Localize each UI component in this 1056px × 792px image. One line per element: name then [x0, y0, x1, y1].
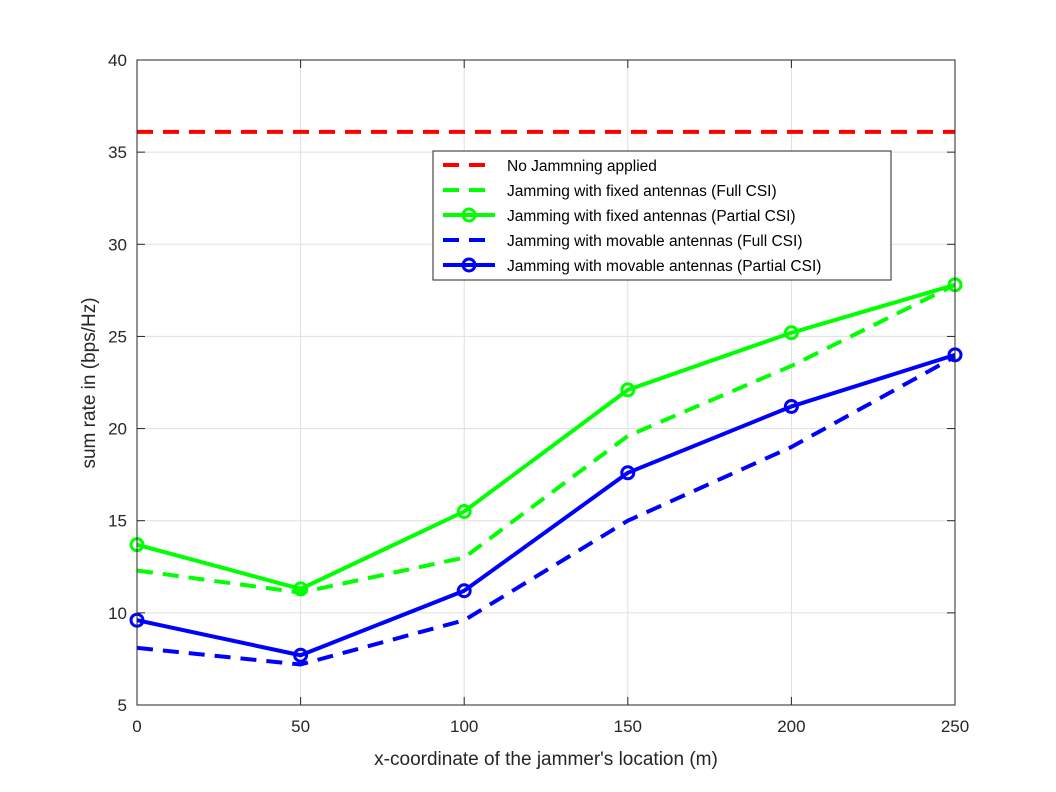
x-tick-label: 100: [450, 717, 478, 736]
series-line-3: [136, 282, 956, 591]
y-axis-label: sum rate in (bps/Hz): [79, 297, 100, 468]
x-axis-label: x-coordinate of the jammer's location (m…: [374, 749, 718, 770]
legend-box: [432, 150, 892, 281]
series-3-point: [456, 504, 472, 519]
x-tick-label: 200: [777, 717, 805, 736]
legend-marker-3: [461, 207, 477, 223]
legend-label-1: No Jammning applied: [507, 158, 657, 175]
y-tick-label: 20: [108, 420, 127, 439]
series-5-point: [456, 583, 472, 599]
series-3-point: [293, 581, 309, 597]
y-tick-label: 5: [118, 696, 127, 715]
legend: No Jammning applied Jamming with fixed an…: [432, 150, 892, 281]
series-3-point: [783, 325, 799, 341]
y-tick-label: 30: [108, 235, 127, 254]
series-line-2: [136, 283, 956, 595]
legend-label-2: Jamming with fixed antennas (Full CSI): [507, 183, 777, 200]
legend-label-5: Jamming with movable antennas (Partial C…: [507, 258, 821, 275]
legend-marker-5: [461, 257, 477, 273]
y-tick-label: 35: [108, 143, 127, 162]
series-5-point: [293, 647, 309, 663]
axes: [136, 59, 956, 706]
y-tick-label: 40: [108, 51, 127, 70]
tick-labels: 0 50 100 150 200 250 5 10 15 20 25 30 35 40: [108, 51, 969, 736]
x-tick-label: 150: [614, 717, 642, 736]
y-tick-label: 25: [108, 327, 127, 346]
x-tick-label: 250: [941, 717, 969, 736]
legend-label-4: Jamming with movable antennas (Full CSI): [507, 233, 802, 250]
axes-box: [136, 59, 956, 706]
legend-label-3: Jamming with fixed antennas (Partial CSI…: [507, 208, 796, 225]
y-tick-label: 15: [108, 512, 127, 531]
x-tick-label: 0: [132, 717, 141, 736]
series-3-point: [620, 382, 636, 398]
series-5-point: [620, 465, 636, 481]
series-line-5: [136, 352, 956, 658]
x-tick-label: 50: [291, 717, 310, 736]
series-5-point: [783, 398, 799, 414]
series-line-4: [136, 354, 956, 667]
y-tick-label: 10: [108, 604, 127, 623]
